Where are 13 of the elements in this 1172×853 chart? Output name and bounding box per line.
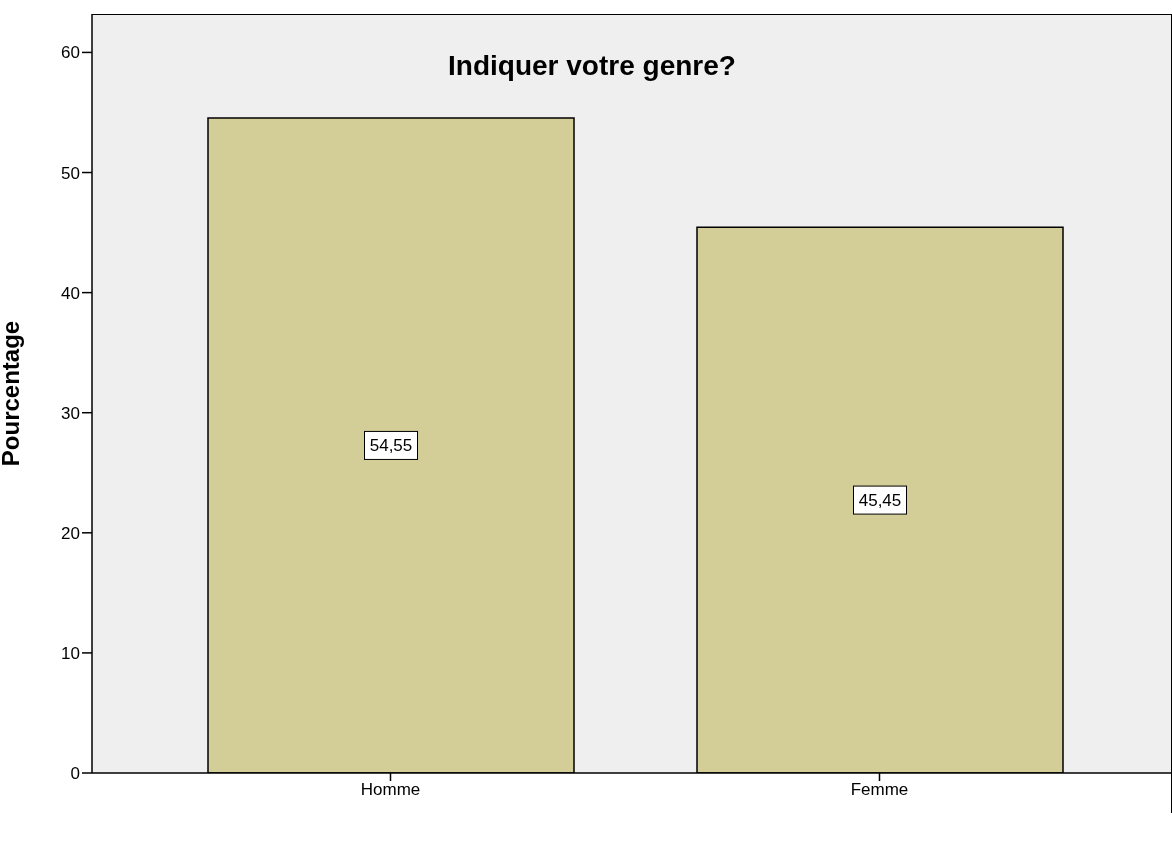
x-tick-label: Femme bbox=[850, 780, 909, 800]
y-tick-label: 60 bbox=[61, 43, 80, 63]
data-label: 54,55 bbox=[369, 436, 413, 456]
y-tick-label: 0 bbox=[70, 764, 80, 784]
x-tick-label: Homme bbox=[360, 780, 421, 800]
y-tick-label: 10 bbox=[61, 643, 80, 663]
y-tick-label: 40 bbox=[61, 283, 80, 303]
data-label: 45,45 bbox=[858, 491, 902, 511]
y-tick-label: 30 bbox=[61, 403, 80, 423]
y-axis-title: Pourcentage bbox=[0, 320, 24, 467]
y-tick-label: 50 bbox=[61, 163, 80, 183]
y-tick-label: 20 bbox=[61, 523, 80, 543]
text: Indiquer votre genre? bbox=[447, 50, 737, 82]
